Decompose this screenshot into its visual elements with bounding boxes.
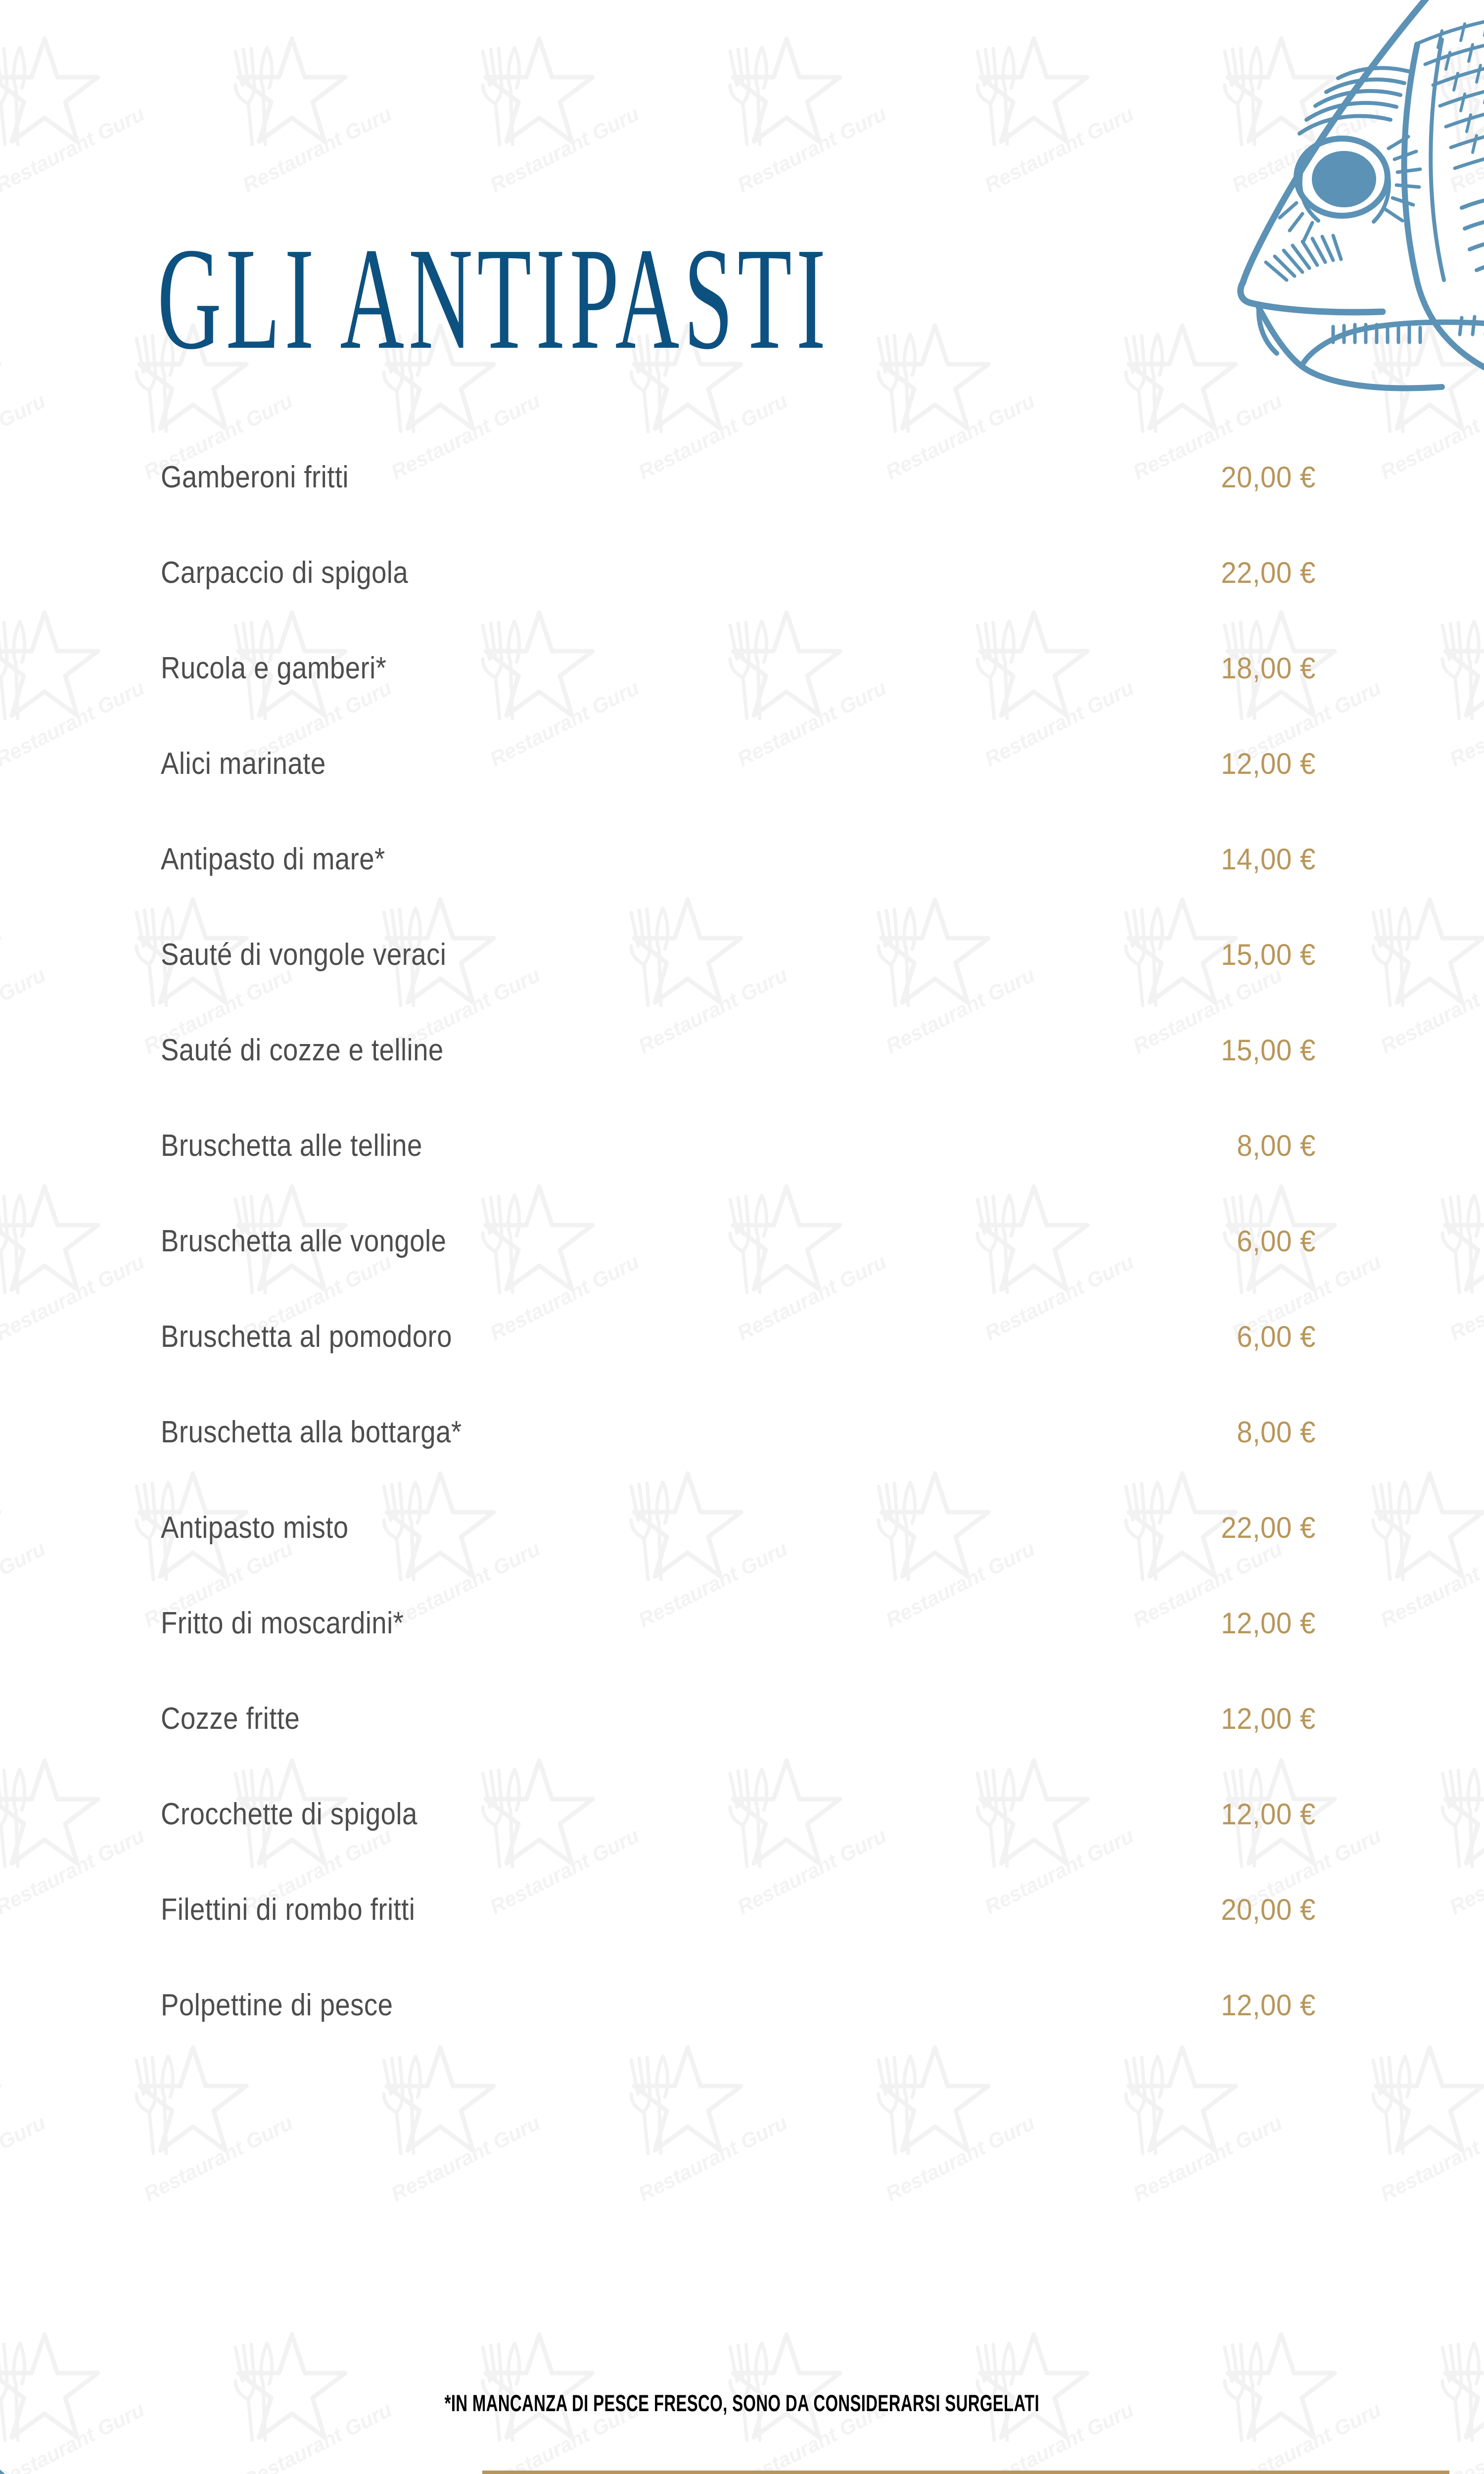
- menu-item-name: Fritto di moscardini*: [161, 1606, 404, 1640]
- menu-item-row[interactable]: Alici marinate 12,00 €: [0, 747, 1484, 842]
- menu-item-row[interactable]: Bruschetta alla bottarga* 8,00 €: [0, 1415, 1484, 1511]
- menu-item-name: Bruschetta al pomodoro: [161, 1320, 452, 1354]
- menu-item-row[interactable]: Bruschetta al pomodoro 6,00 €: [0, 1320, 1484, 1415]
- menu-item-name: Crocchette di spigola: [161, 1797, 417, 1831]
- menu-item-name: Antipasto misto: [161, 1511, 349, 1545]
- menu-item-row[interactable]: Antipasto di mare* 14,00 €: [0, 842, 1484, 938]
- menu-item-name: Bruschetta alle vongole: [161, 1224, 447, 1258]
- menu-item-price: 12,00 €: [1221, 747, 1316, 780]
- menu-item-price: 8,00 €: [1237, 1416, 1316, 1449]
- menu-item-list: Gamberoni fritti 20,00 € Carpaccio di sp…: [0, 460, 1484, 2084]
- menu-item-row[interactable]: Bruschetta alle vongole 6,00 €: [0, 1224, 1484, 1320]
- menu-item-price: 12,00 €: [1221, 1702, 1316, 1735]
- menu-item-name: Alici marinate: [161, 747, 326, 781]
- menu-item-name: Cozze fritte: [161, 1702, 300, 1736]
- menu-item-price: 20,00 €: [1221, 461, 1316, 494]
- menu-item-row[interactable]: Filettini di rombo fritti 20,00 €: [0, 1893, 1484, 1988]
- menu-item-price: 18,00 €: [1221, 652, 1316, 685]
- menu-item-name: Antipasto di mare*: [161, 842, 385, 876]
- menu-item-price: 14,00 €: [1221, 843, 1316, 876]
- menu-item-price: 6,00 €: [1237, 1225, 1316, 1258]
- menu-item-price: 12,00 €: [1221, 1798, 1316, 1831]
- menu-item-row[interactable]: Cozze fritte 12,00 €: [0, 1702, 1484, 1797]
- menu-item-row[interactable]: Sauté di cozze e telline 15,00 €: [0, 1033, 1484, 1129]
- menu-item-name: Sauté di cozze e telline: [161, 1033, 444, 1067]
- menu-item-name: Bruschetta alle telline: [161, 1129, 422, 1163]
- menu-item-name: Carpaccio di spigola: [161, 556, 409, 590]
- menu-item-name: Rucola e gamberi*: [161, 651, 387, 685]
- menu-item-price: 15,00 €: [1221, 1034, 1316, 1067]
- menu-item-row[interactable]: Polpettine di pesce 12,00 €: [0, 1988, 1484, 2084]
- footnote-disclaimer: *IN MANCANZA DI PESCE FRESCO, SONO DA CO…: [0, 2389, 1484, 2418]
- menu-item-row[interactable]: Rucola e gamberi* 18,00 €: [0, 651, 1484, 747]
- menu-item-row[interactable]: Crocchette di spigola 12,00 €: [0, 1797, 1484, 1893]
- menu-item-price: 22,00 €: [1221, 556, 1316, 589]
- menu-item-name: Bruschetta alla bottarga*: [161, 1415, 462, 1449]
- menu-item-row[interactable]: Carpaccio di spigola 22,00 €: [0, 556, 1484, 651]
- menu-item-price: 15,00 €: [1221, 938, 1316, 971]
- menu-item-price: 22,00 €: [1221, 1511, 1316, 1544]
- page-title: GLI ANTIPASTI: [157, 217, 830, 380]
- footer-divider-rule: [482, 2471, 1449, 2474]
- menu-item-name: Polpettine di pesce: [161, 1988, 393, 2022]
- menu-item-price: 6,00 €: [1237, 1320, 1316, 1353]
- footnote-text: *IN MANCANZA DI PESCE FRESCO, SONO DA CO…: [444, 2390, 1040, 2416]
- menu-item-price: 12,00 €: [1221, 1607, 1316, 1640]
- menu-item-price: 20,00 €: [1221, 1893, 1316, 1926]
- menu-item-row[interactable]: Gamberoni fritti 20,00 €: [0, 460, 1484, 556]
- menu-item-name: Filettini di rombo fritti: [161, 1893, 416, 1927]
- menu-item-row[interactable]: Bruschetta alle telline 8,00 €: [0, 1129, 1484, 1224]
- menu-item-row[interactable]: Antipasto misto 22,00 €: [0, 1511, 1484, 1606]
- menu-item-row[interactable]: Sauté di vongole veraci 15,00 €: [0, 938, 1484, 1033]
- menu-item-row[interactable]: Fritto di moscardini* 12,00 €: [0, 1606, 1484, 1702]
- menu-item-name: Sauté di vongole veraci: [161, 938, 447, 972]
- menu-item-name: Gamberoni fritti: [161, 460, 349, 494]
- menu-item-price: 12,00 €: [1221, 1989, 1316, 2022]
- menu-item-price: 8,00 €: [1237, 1129, 1316, 1162]
